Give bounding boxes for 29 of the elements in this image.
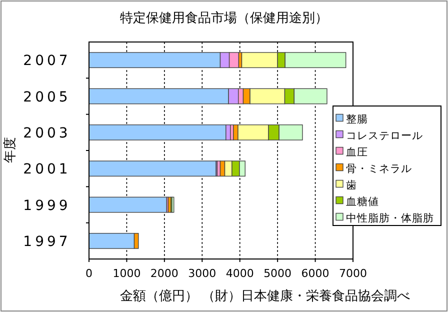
bar <box>88 160 216 177</box>
x-tick-label: 1000 <box>112 267 141 280</box>
y-axis-title: 年度 <box>2 137 18 163</box>
legend-label: 血糖値 <box>346 194 379 208</box>
y-tick-label: 2003 <box>23 125 71 142</box>
bar <box>88 124 226 140</box>
x-tick-label: 4000 <box>226 267 254 280</box>
y-tick-label: 1997 <box>23 234 71 250</box>
bar <box>88 232 135 249</box>
chart-title: 特定保健用食品市場（保健用途別） <box>120 11 328 26</box>
y-tick-label: 2005 <box>23 89 71 106</box>
x-tick-label: 7000 <box>339 267 367 280</box>
legend-label: 血圧 <box>346 146 368 158</box>
y-tick-label: 2007 <box>23 53 71 70</box>
legend-label: 骨・ミネラル <box>346 162 412 175</box>
x-tick-label: 2000 <box>150 267 178 280</box>
text: （財）日本健康・栄養食品協会調べ <box>202 289 410 304</box>
x-tick-label: 5000 <box>264 267 292 280</box>
legend-label: コレステロール <box>346 130 423 142</box>
legend-label: 整腸 <box>346 113 368 126</box>
x-axis-title: 金額（億円） <box>120 289 198 304</box>
bar <box>88 196 168 213</box>
legend-label: 歯 <box>346 178 357 192</box>
x-tick-label: 3000 <box>188 267 216 280</box>
y-tick-label: 2001 <box>23 162 71 178</box>
x-tick-label: 6000 <box>301 267 330 280</box>
x-tick-label: 0 <box>86 267 92 280</box>
legend-label: 中性脂肪・体脂肪 <box>346 211 434 224</box>
y-tick-label: 1999 <box>23 198 71 214</box>
